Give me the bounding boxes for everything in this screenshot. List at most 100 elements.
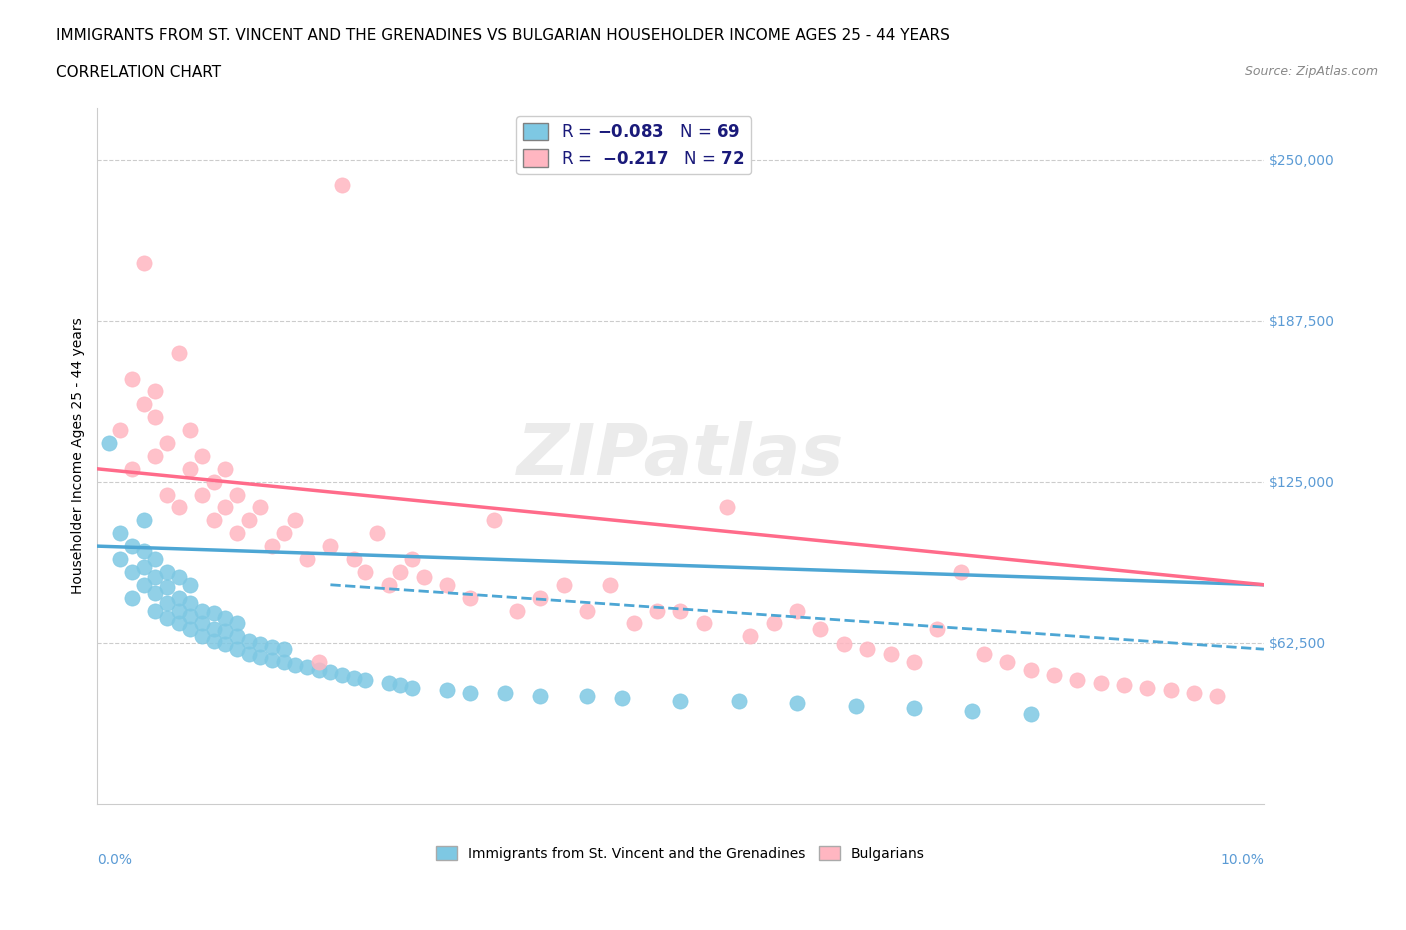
Point xyxy=(121,565,143,579)
Point xyxy=(167,500,190,515)
Point xyxy=(191,616,214,631)
Text: IMMIGRANTS FROM ST. VINCENT AND THE GRENADINES VS BULGARIAN HOUSEHOLDER INCOME A: IMMIGRANTS FROM ST. VINCENT AND THE GREN… xyxy=(56,28,950,43)
Point xyxy=(179,621,201,636)
Point xyxy=(214,500,236,515)
Point xyxy=(436,683,458,698)
Point xyxy=(669,693,692,708)
Point xyxy=(389,678,412,693)
Point xyxy=(226,629,249,644)
Point xyxy=(179,608,201,623)
Point xyxy=(179,578,201,592)
Text: CORRELATION CHART: CORRELATION CHART xyxy=(56,65,221,80)
Point xyxy=(191,604,214,618)
Point xyxy=(1066,672,1088,687)
Point xyxy=(132,544,155,559)
Point xyxy=(121,461,143,476)
Point xyxy=(132,578,155,592)
Point xyxy=(319,665,342,680)
Text: ZIPatlas: ZIPatlas xyxy=(517,421,844,490)
Point xyxy=(167,569,190,584)
Point xyxy=(995,655,1018,670)
Point xyxy=(460,591,482,605)
Point xyxy=(308,662,330,677)
Point xyxy=(1043,668,1066,683)
Point xyxy=(202,513,225,528)
Point xyxy=(436,578,458,592)
Point xyxy=(786,604,808,618)
Point xyxy=(377,578,399,592)
Point xyxy=(460,685,482,700)
Point xyxy=(191,487,214,502)
Point xyxy=(366,525,388,540)
Point xyxy=(740,629,762,644)
Point xyxy=(856,642,879,657)
Point xyxy=(262,652,284,667)
Text: 0.0%: 0.0% xyxy=(97,853,132,867)
Point xyxy=(226,525,249,540)
Point xyxy=(762,616,785,631)
Point xyxy=(121,538,143,553)
Point xyxy=(903,655,925,670)
Point xyxy=(330,178,353,193)
Point xyxy=(145,448,167,463)
Point xyxy=(716,500,738,515)
Point xyxy=(110,423,132,438)
Point xyxy=(97,435,120,450)
Point xyxy=(145,585,167,600)
Point xyxy=(284,513,307,528)
Point xyxy=(529,591,551,605)
Point xyxy=(1160,683,1182,698)
Point xyxy=(786,696,808,711)
Point xyxy=(262,538,284,553)
Point xyxy=(330,668,353,683)
Point xyxy=(973,647,995,662)
Point xyxy=(132,513,155,528)
Point xyxy=(1090,675,1112,690)
Point xyxy=(401,681,423,696)
Point xyxy=(156,611,179,626)
Point xyxy=(960,704,983,719)
Point xyxy=(238,647,260,662)
Point xyxy=(214,637,236,652)
Point xyxy=(156,595,179,610)
Point xyxy=(354,565,377,579)
Point xyxy=(903,701,925,716)
Point xyxy=(412,569,434,584)
Point xyxy=(110,551,132,566)
Point xyxy=(145,551,167,566)
Point xyxy=(179,461,201,476)
Point xyxy=(401,551,423,566)
Point xyxy=(214,461,236,476)
Point xyxy=(529,688,551,703)
Point xyxy=(238,513,260,528)
Point xyxy=(295,659,318,674)
Text: 10.0%: 10.0% xyxy=(1220,853,1264,867)
Point xyxy=(249,637,271,652)
Point xyxy=(121,371,143,386)
Point xyxy=(553,578,575,592)
Point xyxy=(354,672,377,687)
Y-axis label: Householder Income Ages 25 - 44 years: Householder Income Ages 25 - 44 years xyxy=(72,317,86,594)
Point xyxy=(308,655,330,670)
Point xyxy=(494,685,516,700)
Point xyxy=(669,604,692,618)
Point xyxy=(506,604,529,618)
Point xyxy=(226,642,249,657)
Point xyxy=(623,616,645,631)
Point xyxy=(262,639,284,654)
Point xyxy=(810,621,832,636)
Point xyxy=(167,616,190,631)
Point xyxy=(1112,678,1135,693)
Point xyxy=(249,500,271,515)
Point xyxy=(202,621,225,636)
Point xyxy=(191,629,214,644)
Point xyxy=(576,604,599,618)
Point xyxy=(273,642,295,657)
Point xyxy=(110,525,132,540)
Point xyxy=(156,565,179,579)
Point xyxy=(832,637,855,652)
Point xyxy=(879,647,901,662)
Point xyxy=(377,675,399,690)
Point xyxy=(273,525,295,540)
Point xyxy=(132,397,155,412)
